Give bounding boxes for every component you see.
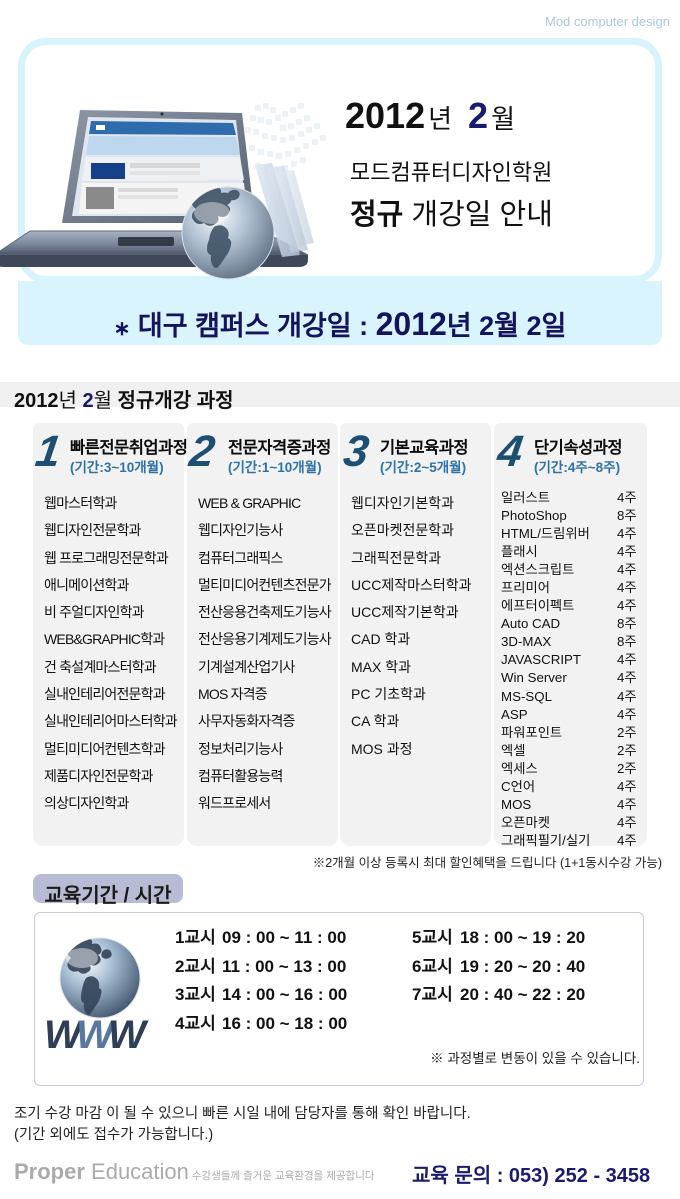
svg-text:W: W (108, 1013, 149, 1057)
